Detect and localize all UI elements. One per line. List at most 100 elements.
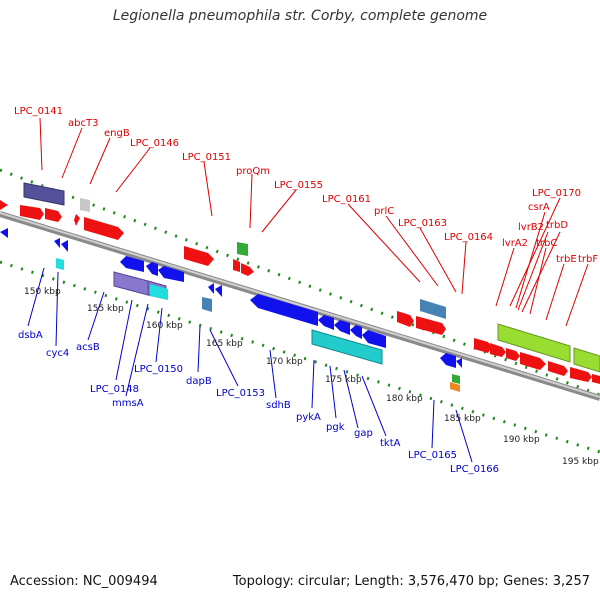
gene-label: abcT3 (68, 118, 98, 129)
gene-label: pgk (326, 422, 345, 433)
gene-label: LPC_0150 (134, 364, 183, 375)
gene-label: prlC (374, 206, 394, 217)
feature-block-lime (497, 323, 571, 363)
gene-feature-reverse (215, 285, 222, 297)
scale-label: 160 kbp (146, 321, 183, 331)
feature-block-slate (23, 182, 65, 206)
gene-feature-reverse (0, 228, 8, 238)
feature-block-green (452, 374, 460, 384)
gene-feature-forward (20, 205, 44, 220)
map-title: Legionella pneumophila str. Corby, compl… (112, 8, 488, 24)
gene-feature-reverse (334, 320, 350, 335)
gene-label: dsbA (18, 330, 43, 341)
accession-text: Accession: NC_009494 (10, 574, 158, 589)
gene-feature-reverse (250, 294, 318, 326)
gene-label: lvrA2 (502, 238, 528, 249)
gene-label: LPC_0170 (532, 188, 581, 199)
gene-feature-forward (241, 263, 254, 276)
gene-feature-reverse (456, 358, 462, 368)
gene-feature-forward (397, 311, 414, 327)
gene-label: trbD (546, 220, 568, 231)
scale-label: 170 kbp (266, 357, 303, 367)
gene-label: LPC_0161 (322, 194, 371, 205)
gene-feature-forward (548, 361, 568, 376)
callout-lines (27, 117, 589, 463)
scale-labels: 150 kbp 155 kbp 160 kbp 165 kbp 170 kbp … (24, 287, 599, 467)
gene-feature-forward (506, 348, 520, 361)
gene-feature-reverse (318, 315, 334, 330)
gene-label: LPC_0153 (216, 388, 265, 399)
feature-block-lime (573, 347, 600, 373)
gene-feature-forward (490, 343, 506, 357)
gene-label: acsB (76, 342, 100, 353)
feature-block-green (237, 242, 248, 256)
gene-feature-reverse (61, 240, 68, 252)
gene-feature-forward (416, 316, 446, 335)
gene-feature-reverse (440, 353, 456, 368)
scale-label: 185 kbp (444, 414, 481, 424)
gene-label: LPC_0146 (130, 138, 179, 149)
gene-feature-forward (184, 246, 214, 266)
gene-label: LPC_0165 (408, 450, 457, 461)
gene-label: cyc4 (46, 348, 69, 359)
feature-block-cyan (56, 258, 64, 270)
gene-label: trbE (556, 254, 577, 265)
scale-label: 180 kbp (386, 394, 423, 404)
feature-block-cyan (150, 284, 168, 300)
gene-feature-reverse (158, 266, 184, 282)
feature-block-steel (202, 297, 212, 312)
feature-block-teal (311, 329, 383, 365)
gene-feature-reverse (54, 238, 60, 248)
gene-label: LPC_0164 (444, 232, 493, 243)
feature-block-grey (80, 198, 90, 212)
gene-feature-reverse (362, 330, 386, 348)
gene-feature-reverse (120, 256, 144, 272)
gene-label: LPC_0148 (90, 384, 139, 395)
gene-feature-forward (592, 374, 600, 384)
gene-label: mmsA (112, 398, 144, 409)
gene-label: engB (104, 128, 130, 139)
gene-feature-reverse (350, 325, 362, 339)
gene-label: csrA (528, 202, 550, 213)
scale-label: 175 kbp (325, 375, 362, 385)
outer-dotted-track (0, 168, 600, 397)
gene-label: LPC_0166 (450, 464, 499, 475)
scale-label: 165 kbp (206, 339, 243, 349)
gene-label: tktA (380, 438, 401, 449)
gene-label: dapB (186, 376, 212, 387)
reverse-gene-labels: dsbA cyc4 acsB LPC_0148 mmsA LPC_0150 da… (18, 330, 499, 475)
genome-summary-text: Topology: circular; Length: 3,576,470 bp… (232, 574, 590, 589)
gene-label: LPC_0163 (398, 218, 447, 229)
gene-feature-reverse (208, 283, 214, 294)
scale-label: 155 kbp (87, 304, 124, 314)
gene-label: lvrB2 (518, 222, 544, 233)
gene-feature-forward (74, 214, 80, 226)
scale-label: 190 kbp (503, 435, 540, 445)
scale-label: 150 kbp (24, 287, 61, 297)
feature-block-purple (113, 271, 149, 296)
gene-label: trbF (578, 254, 598, 265)
gene-label: LPC_0155 (274, 180, 323, 191)
gene-feature-reverse (146, 262, 158, 276)
gene-feature-forward (233, 259, 240, 272)
genome-backbone-highlight (0, 212, 600, 398)
gene-feature-forward (520, 352, 546, 370)
gene-feature-forward (0, 200, 8, 210)
gene-feature-forward (474, 338, 492, 353)
gene-label: trbC (536, 238, 557, 249)
feature-block-steel (420, 299, 446, 319)
feature-block-orange (450, 382, 460, 392)
gene-label: gap (354, 428, 373, 439)
gene-feature-forward (570, 367, 592, 382)
gene-feature-forward (45, 208, 62, 222)
track-group (0, 168, 600, 454)
gene-label: pykA (296, 412, 321, 423)
scale-label: 195 kbp (562, 457, 599, 467)
gene-label: proQm (236, 166, 270, 177)
gene-feature-forward (84, 217, 124, 240)
gene-label: LPC_0141 (14, 106, 63, 117)
gene-label: sdhB (266, 400, 291, 411)
forward-gene-labels: LPC_0141 abcT3 engB LPC_0146 LPC_0151 pr… (14, 106, 598, 265)
gene-label: LPC_0151 (182, 152, 231, 163)
